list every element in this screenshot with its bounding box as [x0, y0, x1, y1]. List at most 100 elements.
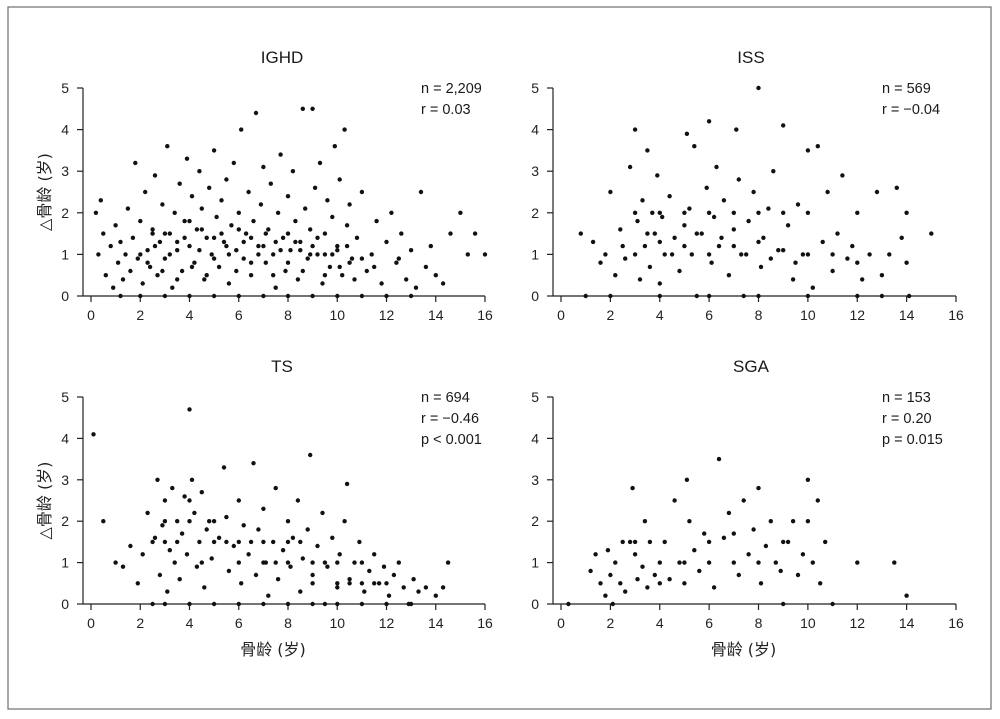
scatter-point	[162, 539, 168, 545]
scatter-point	[756, 239, 761, 245]
scatter-point	[335, 293, 340, 299]
scatter-point	[285, 601, 291, 607]
scatter-point	[433, 593, 438, 598]
scatter-point	[327, 264, 333, 270]
scatter-point	[315, 543, 320, 549]
scatter-point	[273, 485, 278, 491]
scatter-point	[820, 239, 825, 245]
scatter-point	[344, 481, 350, 487]
scatter-point	[162, 601, 168, 607]
scatter-point	[170, 285, 175, 290]
scatter-point	[219, 198, 224, 203]
scatter-point	[726, 273, 732, 278]
scatter-point	[632, 127, 638, 132]
stat-label: r = −0.04	[882, 102, 940, 118]
scatter-point	[138, 252, 143, 257]
scatter-point	[224, 539, 229, 545]
scatter-point	[189, 194, 195, 199]
x-tick-label: 0	[557, 615, 565, 631]
scatter-point	[404, 277, 409, 282]
x-tick-label: 16	[948, 615, 964, 631]
x-tick-label: 2	[606, 615, 614, 631]
x-tick-label: 10	[329, 615, 345, 631]
y-tick-label: 3	[61, 163, 69, 179]
scatter-point	[379, 281, 384, 286]
scatter-point	[224, 177, 229, 182]
scatter-point	[647, 264, 653, 270]
stat-label: p < 0.001	[421, 432, 482, 448]
scatter-point	[756, 293, 761, 299]
x-tick-label: 10	[800, 307, 816, 323]
scatter-point	[310, 581, 315, 586]
scatter-point	[175, 539, 180, 545]
scatter-point	[349, 256, 355, 261]
scatter-point	[751, 527, 756, 532]
scatter-point	[177, 577, 182, 582]
scatter-point	[280, 548, 286, 553]
scatter-point	[285, 560, 291, 565]
scatter-point	[295, 277, 301, 282]
scatter-point	[192, 260, 197, 265]
scatter-point	[187, 218, 192, 224]
scatter-point	[337, 177, 342, 182]
scatter-point	[618, 227, 623, 232]
x-tick-label: 16	[477, 307, 493, 323]
scatter-point	[904, 593, 909, 598]
scatter-point	[706, 210, 712, 215]
scatter-point	[632, 210, 638, 215]
x-tick-label: 4	[186, 615, 194, 631]
scatter-point	[401, 585, 406, 590]
scatter-point	[850, 243, 855, 249]
scatter-point	[150, 231, 155, 236]
scatter-point	[152, 243, 158, 249]
scatter-point	[650, 210, 655, 215]
scatter-point	[298, 248, 303, 253]
scatter-point	[273, 560, 278, 565]
scatter-point	[800, 552, 806, 557]
scatter-point	[756, 210, 761, 215]
scatter-point	[369, 252, 374, 257]
scatter-point	[669, 252, 675, 257]
scatter-point	[830, 252, 835, 257]
scatter-point	[741, 498, 746, 503]
scatter-point	[322, 231, 328, 236]
scatter-point	[209, 252, 214, 257]
scatter-point	[635, 577, 640, 582]
scatter-point	[746, 552, 751, 557]
scatter-point	[175, 239, 180, 245]
scatter-point	[172, 560, 177, 565]
scatter-point	[192, 510, 197, 516]
scatter-point	[194, 564, 200, 569]
y-tick-label: 0	[61, 288, 69, 304]
scatter-point	[731, 243, 736, 249]
scatter-point	[150, 539, 155, 545]
scatter-point	[716, 456, 722, 462]
scatter-point	[830, 268, 835, 274]
scatter-point	[623, 256, 628, 261]
scatter-point	[320, 281, 325, 286]
scatter-point	[253, 572, 259, 578]
scatter-point	[448, 231, 453, 236]
scatter-point	[285, 231, 291, 236]
scatter-point	[879, 273, 885, 278]
scatter-point	[657, 210, 662, 215]
scatter-point	[687, 519, 692, 524]
y-tick-label: 0	[531, 596, 539, 612]
scatter-point	[627, 164, 633, 170]
scatter-point	[751, 189, 756, 195]
scatter-point	[726, 510, 732, 516]
scatter-point	[428, 243, 433, 249]
scatter-point	[175, 277, 180, 282]
scatter-point	[160, 523, 165, 528]
scatter-point	[608, 293, 613, 299]
x-tick-label: 10	[329, 307, 345, 323]
scatter-point	[165, 144, 170, 149]
scatter-point	[458, 210, 463, 215]
scatter-point	[785, 223, 791, 228]
scatter-point	[113, 560, 118, 565]
scatter-point	[330, 214, 335, 220]
scatter-point	[627, 539, 633, 545]
x-tick-label: 4	[656, 307, 664, 323]
